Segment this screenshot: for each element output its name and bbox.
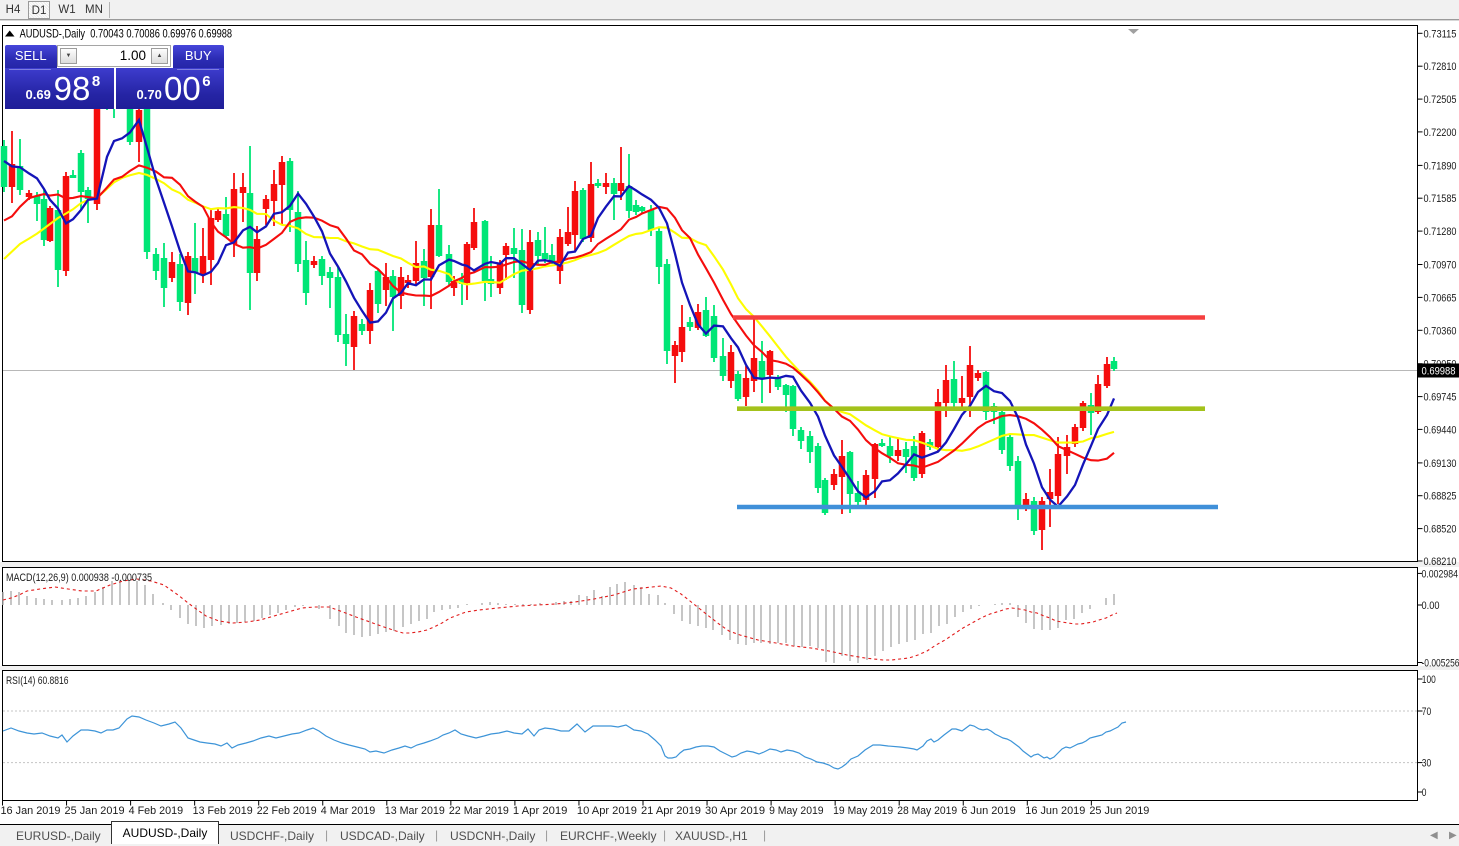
svg-text:30: 30 <box>1422 758 1432 770</box>
svg-text:6 Jun 2019: 6 Jun 2019 <box>961 805 1016 817</box>
svg-text:25 Jun 2019: 25 Jun 2019 <box>1089 805 1149 817</box>
svg-text:19 May 2019: 19 May 2019 <box>833 805 893 817</box>
svg-text:0.70665: 0.70665 <box>1424 292 1457 304</box>
svg-text:13 Mar 2019: 13 Mar 2019 <box>385 805 445 817</box>
svg-text:4 Feb 2019: 4 Feb 2019 <box>129 805 184 817</box>
svg-text:0.69440: 0.69440 <box>1424 424 1457 436</box>
svg-text:0.69130: 0.69130 <box>1424 458 1457 470</box>
svg-text:21 Apr 2019: 21 Apr 2019 <box>641 805 701 817</box>
svg-text:0.00: 0.00 <box>1422 600 1440 612</box>
svg-text:30 Apr 2019: 30 Apr 2019 <box>705 805 765 817</box>
svg-text:70: 70 <box>1422 706 1432 718</box>
svg-text:9 May 2019: 9 May 2019 <box>769 805 824 817</box>
svg-text:RSI(14) 60.8816: RSI(14) 60.8816 <box>6 675 69 687</box>
svg-text:0.70360: 0.70360 <box>1424 325 1457 337</box>
svg-text:0.69745: 0.69745 <box>1424 392 1457 404</box>
svg-text:0.71585: 0.71585 <box>1424 193 1457 205</box>
svg-text:10 Apr 2019: 10 Apr 2019 <box>577 805 637 817</box>
svg-text:0.68825: 0.68825 <box>1424 491 1457 503</box>
svg-text:13 Feb 2019: 13 Feb 2019 <box>193 805 253 817</box>
svg-text:0.72505: 0.72505 <box>1424 94 1457 106</box>
svg-text:4 Mar 2019: 4 Mar 2019 <box>321 805 376 817</box>
svg-text:28 May 2019: 28 May 2019 <box>897 805 957 817</box>
svg-text:0.68520: 0.68520 <box>1424 524 1457 536</box>
svg-text:0.72810: 0.72810 <box>1424 61 1457 73</box>
svg-text:0.70970: 0.70970 <box>1424 260 1457 272</box>
svg-text:1 Apr 2019: 1 Apr 2019 <box>513 805 568 817</box>
svg-text:MACD(12,26,9) 0.000938 -0.0007: MACD(12,26,9) 0.000938 -0.000735 <box>6 572 152 584</box>
svg-text:0.72200: 0.72200 <box>1424 127 1457 139</box>
svg-text:AUDUSD-,Daily 0.70043 0.70086: AUDUSD-,Daily 0.70043 0.70086 0.69976 0.… <box>20 27 233 41</box>
svg-text:0.68210: 0.68210 <box>1424 556 1457 568</box>
svg-text:16 Jun 2019: 16 Jun 2019 <box>1025 805 1085 817</box>
svg-text:-0.005256: -0.005256 <box>1422 658 1459 670</box>
svg-text:22 Feb 2019: 22 Feb 2019 <box>257 805 317 817</box>
svg-text:0: 0 <box>1422 787 1427 799</box>
svg-text:100: 100 <box>1422 674 1436 686</box>
svg-text:16 Jan 2019: 16 Jan 2019 <box>1 805 61 817</box>
svg-text:0.71280: 0.71280 <box>1424 226 1457 238</box>
svg-text:0.002984: 0.002984 <box>1422 568 1459 580</box>
svg-text:25 Jan 2019: 25 Jan 2019 <box>65 805 125 817</box>
svg-text:22 Mar 2019: 22 Mar 2019 <box>449 805 509 817</box>
svg-text:0.73115: 0.73115 <box>1424 28 1457 40</box>
svg-text:0.69988: 0.69988 <box>1422 366 1456 378</box>
svg-text:0.71890: 0.71890 <box>1424 160 1457 172</box>
